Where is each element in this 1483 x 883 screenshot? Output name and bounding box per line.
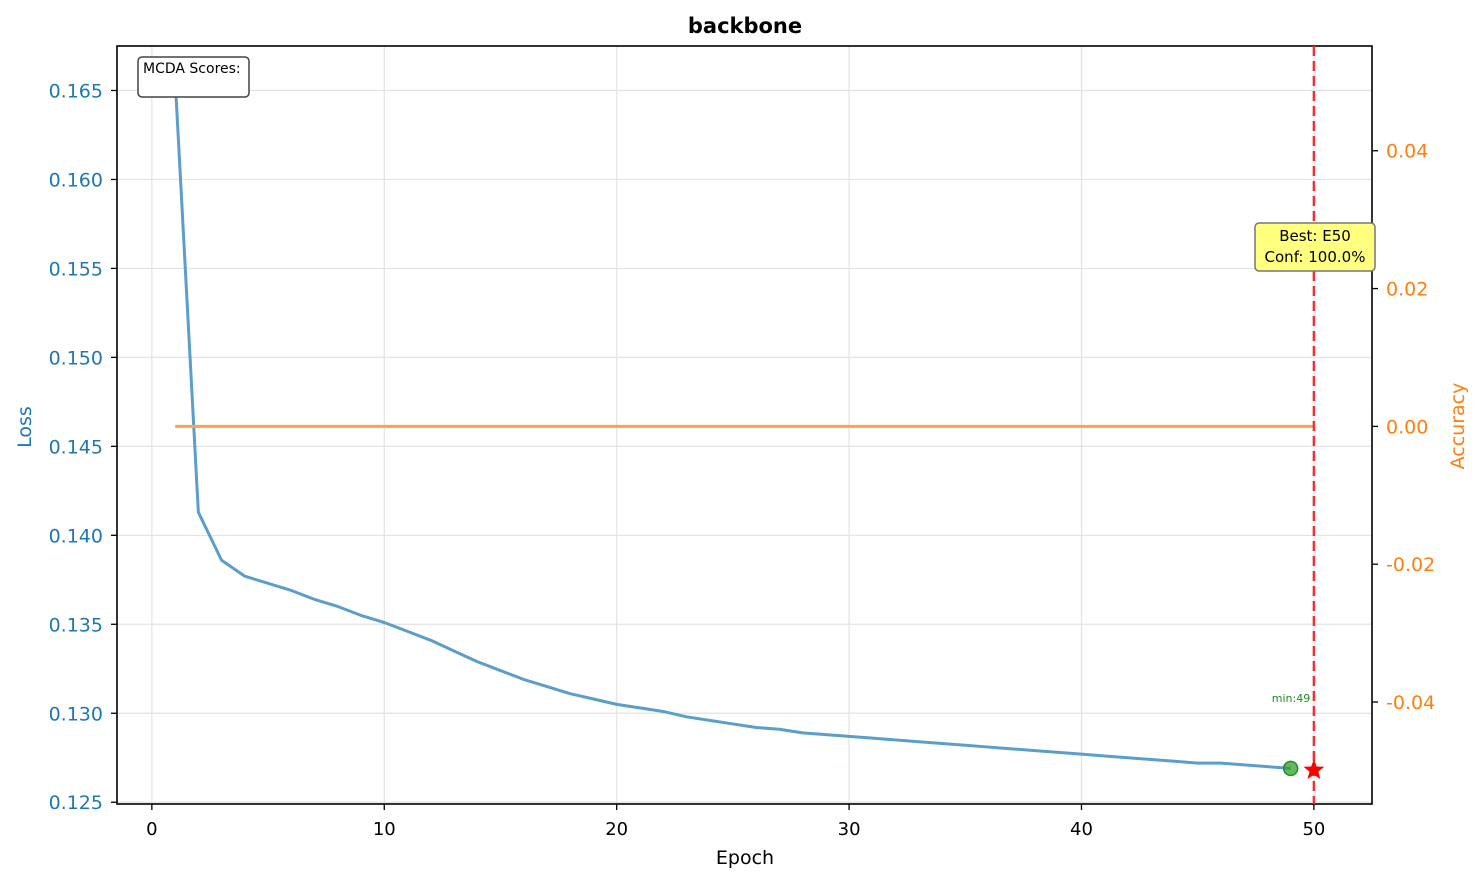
y-left-tick-label: 0.125	[49, 792, 103, 814]
annotations: MCDA Scores: Best: E50 Conf: 100.0% min:49	[137, 46, 1376, 804]
y-right-tick-label: -0.02	[1386, 554, 1435, 576]
best-confidence-label: Conf: 100.0%	[1265, 248, 1366, 266]
best-epoch-star	[1303, 759, 1325, 780]
x-tick-label: 50	[1302, 819, 1325, 840]
y-left-tick-label: 0.165	[49, 80, 103, 102]
x-tick-label: 0	[146, 819, 157, 840]
y-left-tick-label: 0.140	[49, 525, 103, 547]
y-left-tick-label: 0.150	[49, 347, 103, 369]
mcda-scores-box	[137, 56, 250, 98]
x-axis-label: Epoch	[716, 847, 774, 869]
plot-frame	[116, 45, 1373, 805]
axes: 0 10 20 30 40 50 0.125 0.130 0.135 0.140 0.145 0.15…	[49, 45, 1435, 840]
x-tick-label: 20	[605, 819, 628, 840]
y-right-tick-label: 0.00	[1386, 416, 1428, 438]
y-axis-label-left: Loss	[14, 406, 36, 448]
min-loss-marker	[1282, 760, 1299, 777]
y-left-tick-label: 0.135	[49, 614, 103, 636]
x-tick-label: 10	[373, 819, 396, 840]
y-right-tick-label: 0.04	[1386, 141, 1428, 163]
y-left-tick-label: 0.145	[49, 436, 103, 458]
y-left-tick-label: 0.130	[49, 703, 103, 725]
y-left-tick-label: 0.155	[49, 258, 103, 280]
y-right-tick-label: 0.02	[1386, 279, 1428, 301]
best-epoch-label: Best: E50	[1279, 227, 1351, 245]
mcda-scores-label: MCDA Scores:	[143, 61, 241, 77]
y-left-tick-label: 0.160	[49, 169, 103, 191]
x-tick-label: 40	[1070, 819, 1093, 840]
x-tick-label: 30	[838, 819, 861, 840]
series-layer	[173, 77, 1314, 770]
chart-title: backbone	[688, 14, 802, 38]
y-axis-label-right: Accuracy	[1447, 383, 1469, 470]
loss-line	[173, 77, 1291, 770]
best-epoch-box	[1254, 222, 1376, 272]
y-right-tick-label: -0.04	[1386, 692, 1435, 714]
min-epoch-label: min:49	[1272, 692, 1310, 705]
